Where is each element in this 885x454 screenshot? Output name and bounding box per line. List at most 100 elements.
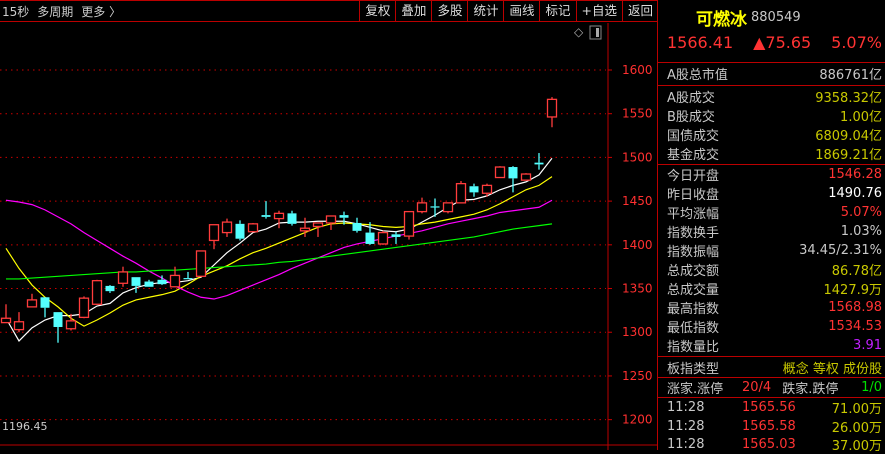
candle bbox=[40, 297, 50, 318]
stat-row: 总成交额 86.78亿 bbox=[658, 260, 885, 279]
candle bbox=[481, 183, 493, 197]
current-price: 1566.41 bbox=[667, 32, 734, 52]
y-tick-label: 1200 bbox=[622, 413, 653, 427]
type-value[interactable]: 概念 等权 成份股 bbox=[782, 362, 882, 377]
candle-body bbox=[157, 279, 167, 285]
diamond-icon[interactable]: ◇ bbox=[574, 25, 584, 39]
candle-body bbox=[53, 312, 63, 327]
panel-toggle-bar bbox=[596, 28, 599, 37]
row-label: A股成交 bbox=[667, 91, 715, 106]
volume-row: 国债成交 6809.04亿 bbox=[658, 125, 885, 144]
candle bbox=[53, 312, 63, 343]
candle-body bbox=[365, 232, 375, 244]
candle bbox=[339, 211, 349, 225]
row-label: 指数振幅 bbox=[667, 245, 720, 260]
candle-body bbox=[339, 215, 349, 218]
more-button[interactable]: 更多 〉 bbox=[81, 4, 122, 19]
candle bbox=[546, 97, 558, 128]
candle-body bbox=[78, 297, 90, 319]
candle bbox=[469, 183, 479, 197]
tick-time: 11:28 bbox=[667, 400, 705, 415]
candle-body bbox=[131, 277, 141, 286]
candle bbox=[169, 266, 181, 288]
candle-body bbox=[183, 278, 193, 280]
add-watchlist-button[interactable]: +自选 bbox=[575, 0, 622, 22]
overlay-button[interactable]: 叠加 bbox=[395, 0, 431, 22]
down-value: 1/0 bbox=[861, 380, 882, 395]
row-value: 1.00亿 bbox=[840, 110, 882, 125]
restore-rights-button[interactable]: 复权 bbox=[359, 0, 395, 22]
draw-line-button[interactable]: 画线 bbox=[503, 0, 539, 22]
period-selector[interactable]: 15秒 bbox=[2, 4, 30, 19]
moving-average-line-2 bbox=[5, 176, 553, 327]
volume-row: 基金成交 1869.21亿 bbox=[658, 144, 885, 163]
row-label: 总成交量 bbox=[667, 283, 720, 298]
candle-body bbox=[494, 166, 506, 179]
candle bbox=[416, 197, 428, 214]
multi-stock-button[interactable]: 多股 bbox=[431, 0, 467, 22]
row-value: 34.45/2.31% bbox=[799, 243, 882, 258]
row-value: 9358.32亿 bbox=[815, 91, 882, 106]
candle bbox=[403, 210, 415, 240]
quote-panel: 可燃冰 880549 1566.41 ▲75.65 5.07% A股总市值 886… bbox=[657, 0, 885, 454]
tick-row: 11:28 1565.03 37.00万 bbox=[658, 435, 885, 454]
min-price-label: 1196.45 bbox=[2, 420, 48, 433]
volume-row: B股成交 1.00亿 bbox=[658, 106, 885, 125]
row-value: 3.91 bbox=[853, 338, 882, 353]
row-value: 1427.9万 bbox=[823, 283, 883, 298]
candle bbox=[273, 210, 285, 229]
row-value: 6809.04亿 bbox=[815, 129, 882, 144]
back-button[interactable]: 返回 bbox=[621, 0, 658, 22]
row-value: 1490.76 bbox=[828, 186, 882, 201]
candle-body bbox=[247, 223, 259, 233]
mark-button[interactable]: 标记 bbox=[539, 0, 575, 22]
candle bbox=[0, 304, 12, 324]
moving-average-line-4 bbox=[6, 223, 553, 280]
candle bbox=[221, 218, 233, 237]
candle bbox=[261, 201, 271, 219]
tick-price: 1565.03 bbox=[742, 437, 796, 452]
tick-time: 11:28 bbox=[667, 418, 705, 434]
statistics-button[interactable]: 统计 bbox=[467, 0, 503, 22]
candle bbox=[78, 296, 90, 319]
candle-body bbox=[430, 206, 440, 208]
candle-body bbox=[442, 202, 454, 213]
candle bbox=[26, 293, 38, 308]
candle-body bbox=[235, 223, 245, 239]
stat-row: 指数量比 3.91 bbox=[658, 336, 885, 355]
y-tick-label: 1500 bbox=[622, 150, 653, 164]
candle-body bbox=[261, 215, 271, 217]
row-label: 总成交额 bbox=[667, 264, 720, 279]
multi-period-button[interactable]: 多周期 bbox=[37, 4, 74, 19]
candle-body bbox=[312, 222, 324, 228]
row-label: 最高指数 bbox=[667, 302, 720, 317]
candle-body bbox=[0, 317, 12, 324]
candle bbox=[377, 230, 389, 245]
tick-price: 1565.58 bbox=[742, 418, 796, 434]
candle-body bbox=[546, 98, 558, 118]
tick-volume: 71.00万 bbox=[831, 402, 882, 417]
candlestick-chart[interactable]: ◇ 1600 1550 1500 1450 1400 1350 1300 1250 1200 1… bbox=[0, 23, 657, 450]
candle bbox=[208, 224, 220, 250]
stat-row: 最高指数 1568.98 bbox=[658, 298, 885, 317]
candle bbox=[183, 271, 193, 280]
tick-row: 11:28 1565.58 26.00万 bbox=[658, 417, 885, 436]
y-tick-label: 1300 bbox=[622, 325, 653, 339]
stat-row: 平均涨幅 5.07% bbox=[658, 203, 885, 222]
candle bbox=[442, 202, 454, 214]
candle-body bbox=[208, 224, 220, 242]
candle bbox=[534, 153, 544, 170]
tick-price: 1565.56 bbox=[742, 400, 796, 415]
candle bbox=[520, 173, 532, 181]
candle-body bbox=[416, 202, 428, 213]
candle bbox=[157, 275, 167, 286]
panel-toggle-icon[interactable] bbox=[589, 25, 602, 40]
y-tick-label: 1250 bbox=[622, 369, 653, 383]
stat-row: 今日开盘 1546.28 bbox=[658, 165, 885, 184]
candle-body bbox=[26, 299, 38, 308]
tick-row: 11:28 1565.56 71.00万 bbox=[658, 398, 885, 417]
row-label: 国债成交 bbox=[667, 129, 720, 144]
candle-body bbox=[65, 320, 77, 330]
candle-body bbox=[169, 274, 181, 288]
candle-body bbox=[91, 280, 103, 305]
